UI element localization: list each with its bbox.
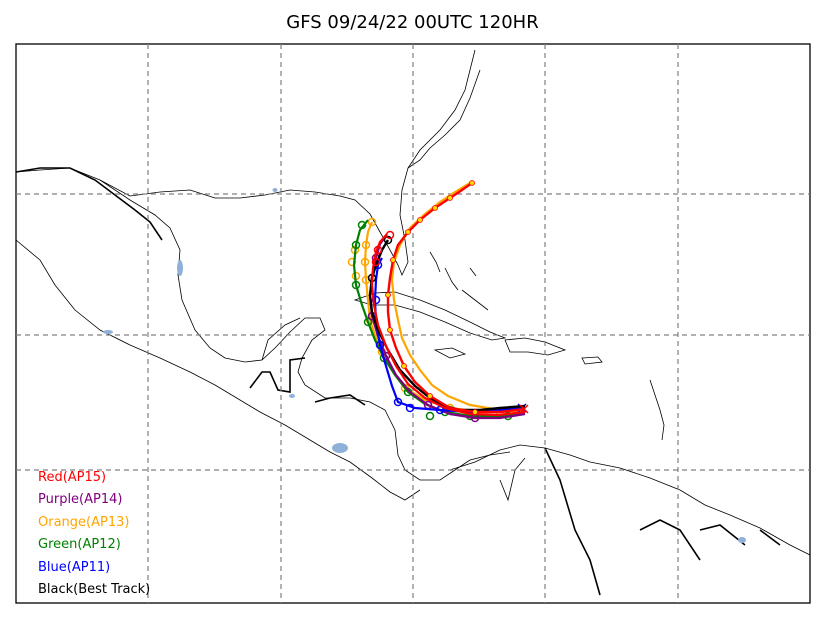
legend-item-orange: Orange(AP13) bbox=[38, 514, 130, 530]
legend-item-black: Black(Best Track) bbox=[38, 582, 151, 598]
track-red bbox=[370, 180, 529, 417]
legend-item-blue: Blue(AP11) bbox=[38, 559, 111, 575]
legend-item-red: Red(AP15) bbox=[38, 470, 107, 485]
chart-title: GFS 09/24/22 00UTC 120HR bbox=[286, 12, 539, 33]
lakes bbox=[103, 188, 746, 543]
legend-item-purple: Purple(AP14) bbox=[38, 492, 123, 508]
legend: Red(AP15) Purple(AP14) Orange(AP13) Gree… bbox=[38, 467, 150, 601]
legend-item-green: Green(AP12) bbox=[38, 537, 121, 553]
gridlines bbox=[16, 44, 810, 603]
